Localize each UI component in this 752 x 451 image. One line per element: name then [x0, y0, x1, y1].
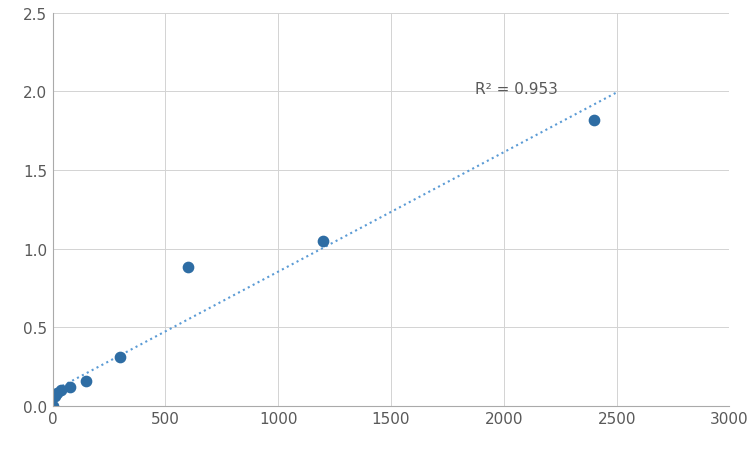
Point	[51, 390, 63, 397]
Point	[317, 238, 329, 245]
Point	[49, 392, 61, 399]
Point	[63, 383, 75, 391]
Point	[182, 264, 194, 272]
Text: R² = 0.953: R² = 0.953	[475, 82, 557, 97]
Point	[80, 378, 92, 385]
Point	[588, 117, 600, 124]
Point	[55, 387, 67, 394]
Point	[114, 354, 126, 361]
Point	[47, 402, 59, 410]
